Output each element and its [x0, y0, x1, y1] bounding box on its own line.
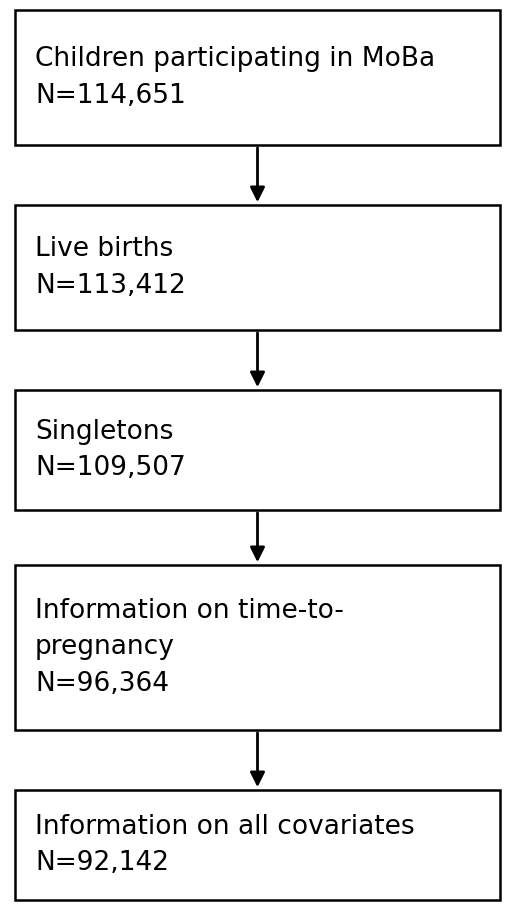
Text: Live births
N=113,412: Live births N=113,412 [35, 237, 186, 298]
Bar [15, 205, 500, 330]
Text: Information on time-to-
pregnancy
N=96,364: Information on time-to- pregnancy N=96,3… [35, 599, 344, 696]
Text: Singletons
N=109,507: Singletons N=109,507 [35, 419, 186, 481]
Bar [15, 565, 500, 730]
Text: Children participating in MoBa
N=114,651: Children participating in MoBa N=114,651 [35, 46, 435, 108]
Text: Information on all covariates
N=92,142: Information on all covariates N=92,142 [35, 814, 414, 876]
Bar [15, 10, 500, 145]
Bar [15, 790, 500, 900]
Bar [15, 390, 500, 510]
